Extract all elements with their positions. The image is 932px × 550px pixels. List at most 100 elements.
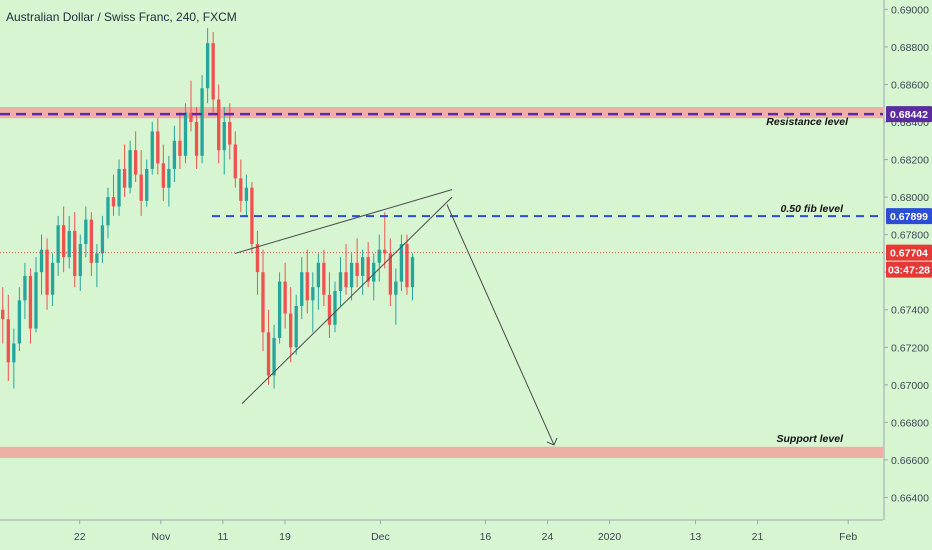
- candle-body: [205, 43, 210, 89]
- candle-body: [383, 249, 387, 254]
- candle-body: [23, 275, 27, 301]
- y-tick-label: 0.66400: [891, 492, 929, 504]
- y-tick-label: 0.67400: [891, 305, 929, 317]
- countdown-badge: 03:47:28: [888, 265, 930, 277]
- y-tick-label: 0.66800: [891, 417, 929, 429]
- candle-body: [372, 262, 376, 282]
- resistance-zone: [0, 107, 883, 119]
- countdown-badge-bg: [886, 261, 932, 278]
- candle-body: [233, 144, 237, 179]
- last-price-badge: 0.67704: [890, 248, 928, 260]
- candle-body: [62, 225, 66, 258]
- fib-price-badge: 0.67899: [890, 211, 928, 223]
- candle-body: [194, 122, 199, 156]
- candle-body: [333, 290, 337, 325]
- candle-body: [338, 272, 343, 291]
- candle-body: [250, 187, 254, 245]
- candle-body: [294, 305, 298, 348]
- fib-label: 0.50 fib level: [781, 203, 845, 215]
- chart-title: Australian Dollar / Swiss Franc, 240, FX…: [6, 10, 237, 24]
- candle-body: [410, 257, 415, 288]
- x-tick-label: 22: [74, 531, 86, 543]
- x-tick-label: 11: [217, 531, 228, 543]
- y-tick-label: 0.66600: [891, 455, 929, 467]
- candle-body: [50, 262, 55, 295]
- y-tick-label: 0.69000: [891, 4, 929, 16]
- projection-arrowhead: [546, 437, 558, 446]
- candle-body: [150, 131, 154, 169]
- candle-body: [156, 131, 160, 164]
- candle-body: [128, 150, 132, 188]
- y-tick-label: 0.68200: [891, 155, 929, 167]
- candle-body: [139, 174, 143, 201]
- candle-body: [277, 281, 282, 338]
- candle-body: [200, 88, 204, 156]
- candle-body: [377, 249, 381, 263]
- candle-body: [56, 225, 60, 263]
- candle-body: [172, 140, 177, 169]
- candle-body: [311, 287, 315, 301]
- candle-body: [28, 275, 33, 329]
- candle-body: [1, 309, 5, 320]
- candle-body: [349, 262, 354, 288]
- support-label: Support level: [776, 433, 844, 445]
- y-tick-label: 0.67000: [891, 380, 929, 392]
- candle-body: [95, 253, 99, 263]
- y-tick-label: 0.68600: [891, 79, 929, 91]
- candle-body: [239, 178, 243, 201]
- fib-price-badge-bg: [886, 208, 932, 225]
- candle-body: [388, 253, 392, 295]
- candle-body: [300, 272, 304, 306]
- x-tick-label: 13: [690, 531, 702, 543]
- candle-body: [272, 337, 276, 376]
- candle-body: [100, 225, 105, 254]
- wedge-lower-line: [241, 196, 453, 404]
- candle-body: [322, 262, 326, 295]
- x-tick-label: 24: [542, 531, 554, 543]
- candle-body: [211, 43, 215, 100]
- candle-body: [161, 163, 165, 188]
- candle-body: [133, 150, 138, 175]
- x-tick-label: Nov: [152, 531, 171, 543]
- candle-body: [217, 99, 221, 151]
- candle-body: [266, 332, 271, 376]
- candle-body: [344, 272, 348, 288]
- candle-body: [305, 272, 309, 301]
- candle-body: [34, 272, 38, 329]
- y-tick-label: 0.68000: [891, 192, 929, 204]
- y-tick-label: 0.67800: [891, 230, 929, 242]
- candle-body: [255, 244, 260, 273]
- resistance-price-badge-bg: [886, 106, 932, 123]
- candle-body: [178, 140, 182, 156]
- candle-body: [67, 230, 71, 258]
- candle-body: [111, 197, 116, 207]
- candle-body: [39, 249, 44, 273]
- candle-body: [289, 313, 293, 348]
- candle-body: [167, 168, 171, 188]
- candle-body: [394, 281, 398, 295]
- candle-body: [189, 112, 193, 123]
- candle-body: [17, 300, 22, 344]
- x-tick-label: Feb: [839, 531, 857, 543]
- x-tick-label: Dec: [371, 531, 390, 543]
- candle-body: [145, 168, 149, 201]
- last-price-badge-bg: [886, 244, 932, 261]
- candle-body: [12, 343, 16, 363]
- candle-body: [327, 294, 332, 325]
- support-zone: [0, 446, 883, 459]
- x-tick-label: 19: [279, 531, 291, 543]
- y-tick-label: 0.67200: [891, 342, 929, 354]
- candle-body: [405, 244, 409, 288]
- candle-body: [228, 122, 232, 145]
- candle-body: [89, 219, 94, 263]
- resistance-price-badge: 0.68442: [890, 109, 928, 121]
- candle-body: [283, 281, 287, 314]
- projection-arrow-line: [446, 204, 555, 446]
- candle-body: [355, 262, 359, 276]
- candle-body: [261, 272, 265, 333]
- x-tick-label: 2020: [598, 531, 622, 543]
- y-tick-label: 0.68800: [891, 42, 929, 54]
